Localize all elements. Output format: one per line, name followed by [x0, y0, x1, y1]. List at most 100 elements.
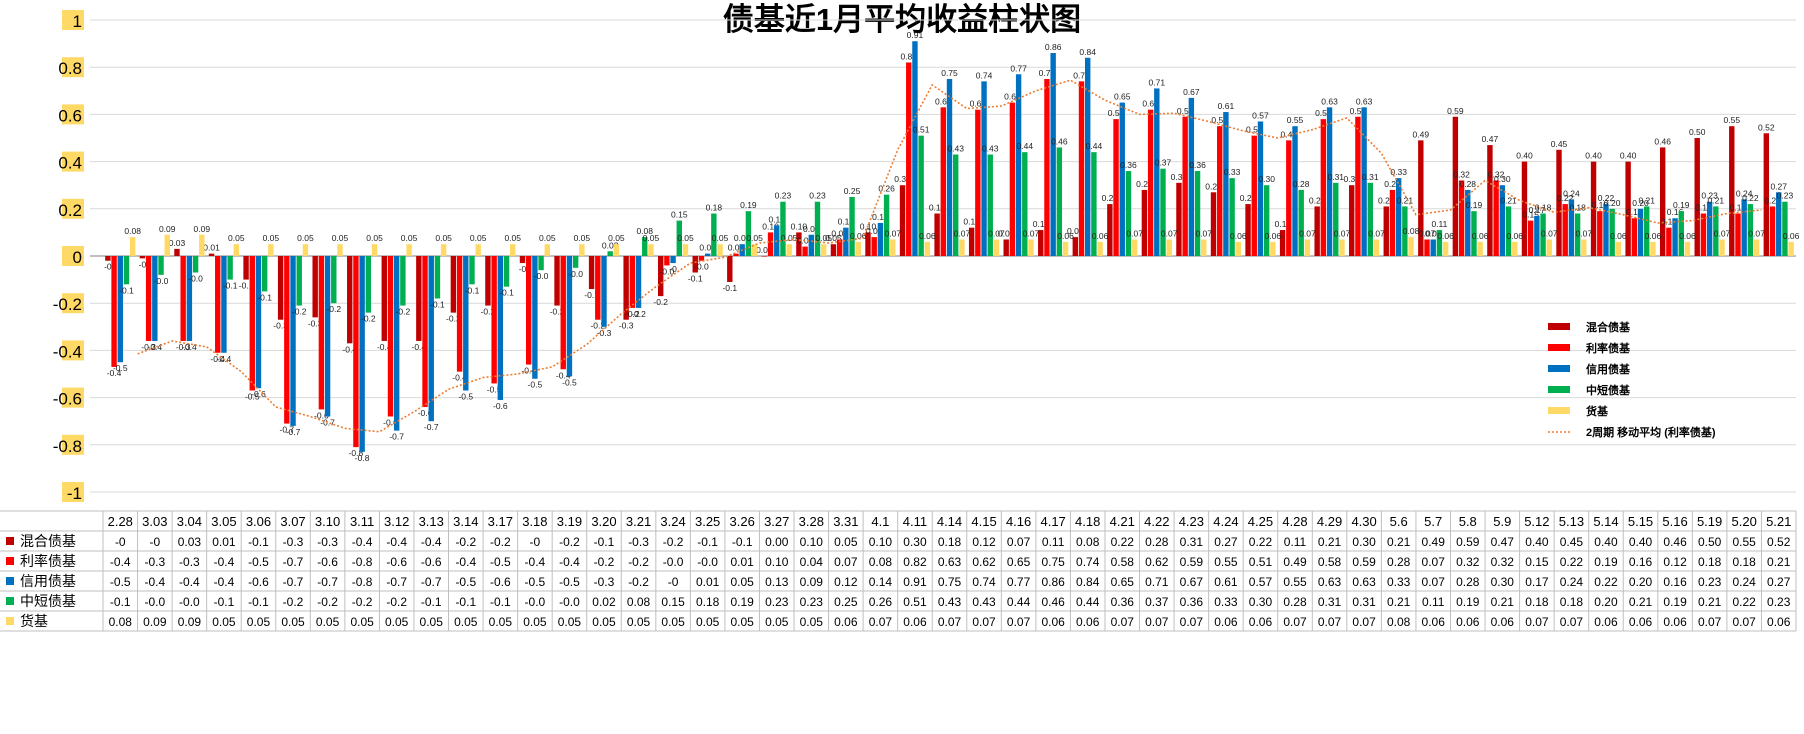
- bar-混合债基: [796, 232, 802, 256]
- table-series-name: 利率债基: [20, 553, 76, 569]
- table-cell: 0.31: [1352, 595, 1376, 609]
- data-label: 0.05: [825, 233, 842, 243]
- bar-信用债基: [566, 256, 573, 377]
- table-cell: -0.3: [283, 535, 304, 549]
- legend-label: 利率债基: [1586, 341, 1631, 355]
- data-label: 0.23: [1701, 191, 1718, 201]
- x-category-label: 3.26: [730, 514, 755, 529]
- data-label: 0.77: [1010, 63, 1027, 73]
- table-cell: -0.2: [663, 535, 684, 549]
- data-label: 0.22: [1557, 193, 1574, 203]
- bar-信用债基: [1326, 107, 1333, 256]
- x-category-label: 3.10: [315, 514, 340, 529]
- bar-货基: [1512, 241, 1518, 256]
- y-tick-highlight: [62, 246, 84, 266]
- table-cell: -0.0: [697, 555, 718, 569]
- table-cell: 0.08: [869, 555, 893, 569]
- x-category-label: 3.11: [350, 514, 374, 529]
- bar-中短债基: [780, 201, 786, 256]
- table-cell: -0.1: [732, 535, 753, 549]
- table-cell: 0.21: [1767, 555, 1791, 569]
- data-label: 0.01: [699, 243, 716, 253]
- bar-混合债基: [1729, 126, 1735, 256]
- data-label: 0.18: [929, 203, 946, 213]
- table-cell: 0.01: [212, 535, 236, 549]
- x-category-label: 4.28: [1282, 514, 1307, 529]
- data-label: 0.31: [1327, 172, 1344, 182]
- data-label: 0.07: [1368, 228, 1385, 238]
- x-category-label: 4.29: [1317, 514, 1342, 529]
- data-label: -0.7: [424, 422, 439, 432]
- data-label: -0.1: [722, 283, 737, 293]
- y-tick-highlight: [62, 434, 84, 455]
- data-label: -0.2: [396, 307, 411, 317]
- bar-信用债基: [221, 256, 227, 353]
- data-label: 0.08: [124, 226, 141, 236]
- bar-混合债基: [243, 256, 249, 280]
- data-label: -0.2: [326, 304, 341, 314]
- table-cell: 0.21: [1629, 595, 1653, 609]
- bar-中短债基: [1125, 171, 1132, 256]
- data-label: 0.40: [1620, 151, 1637, 161]
- bar-信用债基: [1050, 53, 1056, 256]
- data-label: -0.2: [446, 314, 461, 324]
- table-cell: 0.57: [1249, 575, 1273, 589]
- table-cell: 0.28: [1145, 535, 1169, 549]
- table-cell: -0.4: [559, 555, 580, 569]
- bar-中短债基: [1505, 206, 1512, 256]
- data-label: -0.1: [584, 290, 599, 300]
- table-cell: -0.6: [421, 555, 442, 569]
- table-cell: 0.18: [1732, 555, 1756, 569]
- table-cell: 0.59: [1180, 555, 1204, 569]
- bar-中短债基: [192, 256, 199, 273]
- bar-货基: [1477, 241, 1483, 256]
- table-cell: 0.11: [1284, 535, 1307, 549]
- table-cell: 0.10: [869, 535, 893, 549]
- data-label: 0.67: [1183, 87, 1200, 97]
- bar-货基: [268, 244, 274, 256]
- table-cell: 0.05: [489, 615, 513, 629]
- bar-中短债基: [1678, 211, 1684, 256]
- data-label: 0.43: [982, 144, 999, 154]
- data-label: 0.28: [1293, 179, 1310, 189]
- table-cell: 0.16: [1629, 555, 1653, 569]
- data-label: 0.75: [941, 68, 958, 78]
- bar-利率债基: [1493, 180, 1499, 256]
- bar-货基: [924, 241, 931, 256]
- table-cell: 0.07: [1352, 615, 1376, 629]
- bar-货基: [1753, 239, 1760, 256]
- bar-货基: [1028, 239, 1034, 256]
- bar-利率债基: [1631, 218, 1638, 256]
- data-label: 0.33: [1390, 167, 1407, 177]
- y-tick-highlight: [62, 387, 84, 408]
- bar-中短债基: [1747, 204, 1754, 256]
- data-label: 0.08: [1403, 226, 1420, 236]
- bar-混合债基: [208, 253, 215, 256]
- table-cell: 0.10: [800, 535, 824, 549]
- table-cell: 0.58: [1318, 555, 1342, 569]
- data-label: 0.19: [1466, 200, 1483, 210]
- table-cell: 0.04: [800, 555, 824, 569]
- bar-混合债基: [692, 256, 698, 273]
- data-label: 0.06: [850, 231, 867, 241]
- table-cell: 0.62: [1145, 555, 1169, 569]
- table-cell: -0.4: [144, 575, 165, 589]
- data-label: -0.0: [534, 271, 549, 281]
- bar-货基: [682, 244, 689, 256]
- bar-信用债基: [808, 234, 814, 256]
- bar-中短债基: [469, 256, 475, 285]
- bar-中短债基: [1022, 152, 1028, 256]
- data-label: 0.09: [159, 224, 176, 234]
- table-cell: 0.19: [1663, 595, 1687, 609]
- x-category-label: 3.05: [211, 514, 236, 529]
- bar-利率债基: [180, 256, 186, 341]
- bar-利率债基: [871, 237, 877, 256]
- x-category-label: 4.18: [1075, 514, 1100, 529]
- bar-中短债基: [538, 256, 544, 271]
- data-label: 0.07: [1126, 228, 1143, 238]
- bar-信用债基: [1637, 208, 1644, 256]
- table-cell: 0.22: [1560, 555, 1584, 569]
- bar-混合债基: [312, 256, 318, 318]
- table-cell: 0.07: [938, 615, 962, 629]
- bar-信用债基: [635, 256, 642, 308]
